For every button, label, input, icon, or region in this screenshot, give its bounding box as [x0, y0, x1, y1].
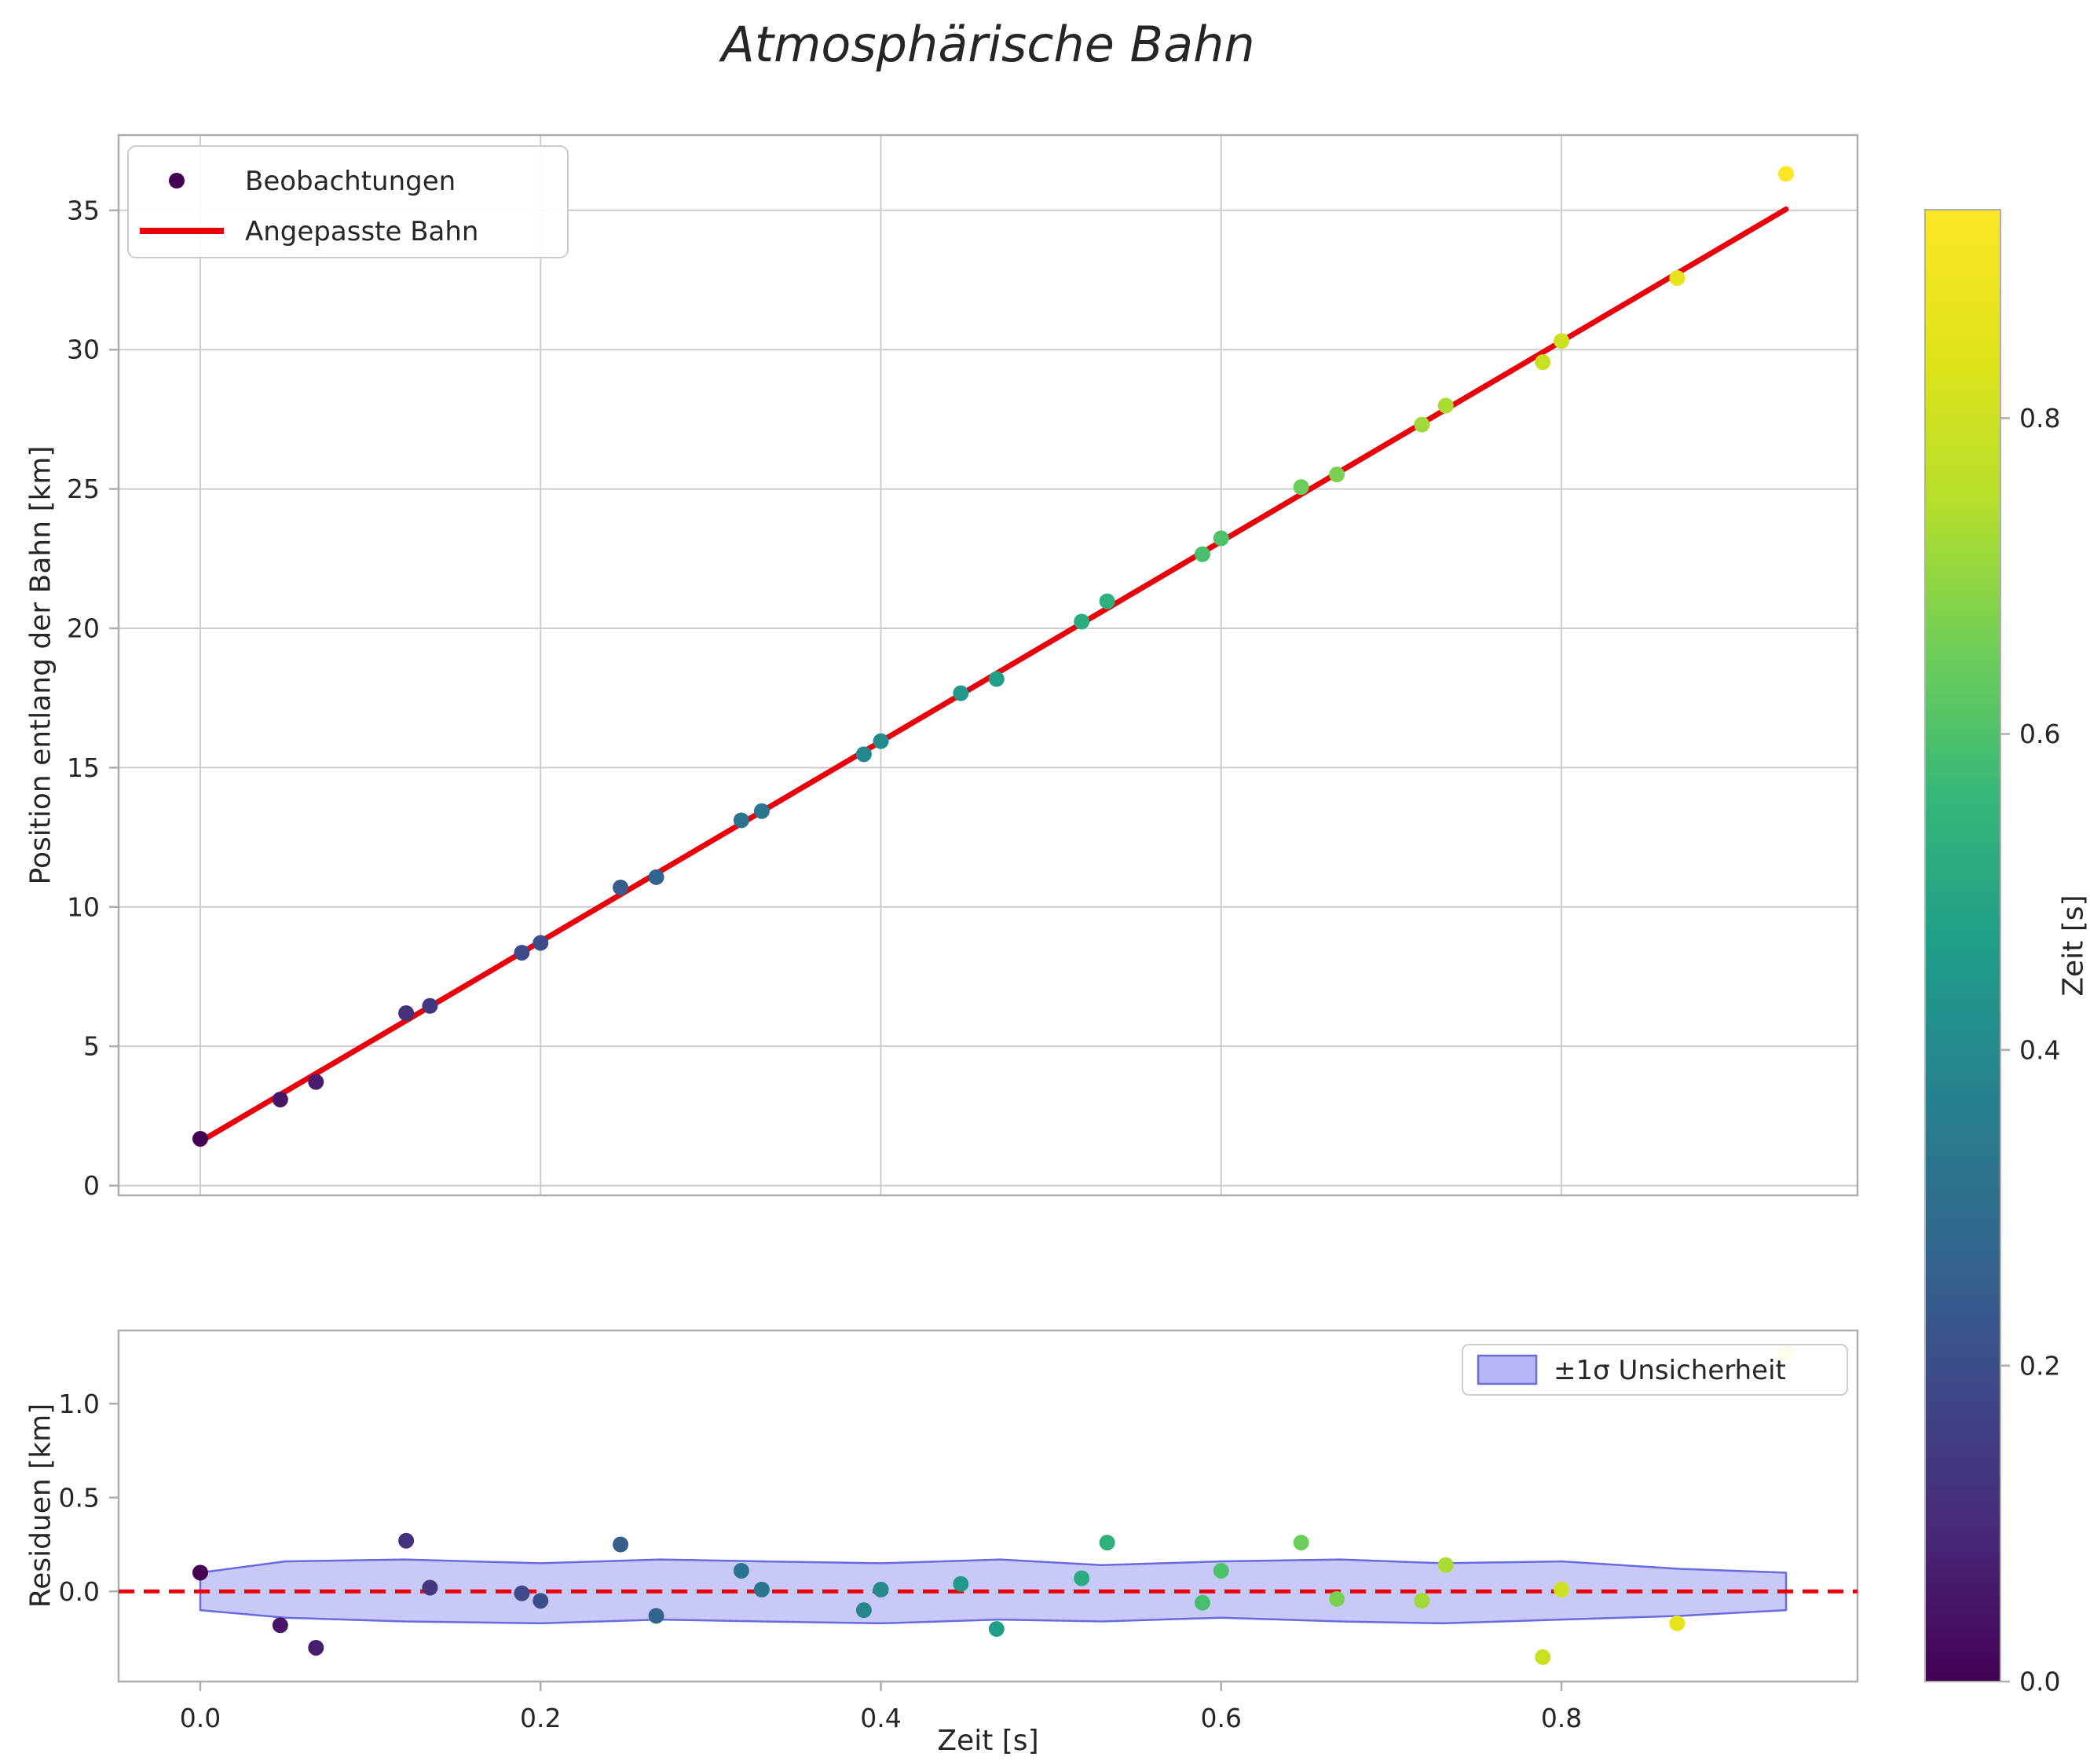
residual-point	[873, 1581, 889, 1597]
observation-point	[1437, 397, 1454, 414]
observation-point	[1669, 270, 1686, 287]
residual-point	[514, 1585, 530, 1601]
observation-point	[308, 1074, 324, 1090]
residual-point	[1213, 1562, 1229, 1579]
x-axis-label: Zeit [s]	[937, 1725, 1039, 1757]
residual-axes-border	[117, 1329, 1859, 1683]
colorbar-tick-label: 0.4	[2019, 1034, 2060, 1065]
residual-point	[855, 1602, 872, 1619]
observation-point	[1194, 546, 1210, 562]
residual-point	[308, 1639, 324, 1656]
observation-point	[192, 1130, 208, 1147]
residual-point	[1535, 1649, 1551, 1665]
legend-dot-marker	[169, 173, 185, 188]
residual-point	[1669, 1615, 1686, 1631]
residual-point	[533, 1593, 549, 1609]
observation-point	[1293, 479, 1309, 496]
residual-point	[1293, 1535, 1309, 1551]
legend-box	[1462, 1344, 1848, 1396]
observation-point	[398, 1005, 415, 1021]
x-tick-label: 0.8	[1541, 1703, 1582, 1733]
main-y-tick-label: 0	[83, 1170, 100, 1201]
x-tick-label: 0.2	[520, 1703, 561, 1733]
observation-point	[1099, 593, 1115, 609]
observation-point	[533, 935, 549, 951]
main-y-tick-label: 5	[83, 1031, 100, 1062]
residual-point	[953, 1576, 969, 1592]
colorbar-border	[1924, 209, 2001, 1682]
colorbar-tick-label: 0.6	[2019, 719, 2060, 749]
residual-point	[1414, 1593, 1430, 1609]
observation-point	[613, 879, 629, 895]
main-y-tick-label: 30	[67, 335, 100, 365]
main-legend: Beobachtungen Angepasste Bahn	[127, 145, 569, 258]
main-y-tick-label: 10	[67, 891, 100, 922]
observation-point	[855, 746, 872, 763]
observation-point	[753, 803, 770, 819]
observation-point	[1213, 530, 1229, 547]
residual-point	[1074, 1570, 1090, 1587]
main-plot: 0 5 10 15 20 25 30 35	[67, 134, 1859, 1201]
main-y-tick-label: 35	[67, 195, 100, 225]
residual-point	[1099, 1535, 1115, 1551]
main-y-tick-label: 15	[67, 752, 100, 783]
observation-point	[272, 1091, 288, 1107]
observation-point	[953, 685, 969, 701]
residual-plot: 0.0 0.5 1.0 0.0 0.2 0.4 0.6 0.8	[59, 1329, 1859, 1733]
residual-point	[1329, 1590, 1345, 1607]
residual-point	[1194, 1594, 1210, 1611]
residual-legend: ±1σ Unsicherheit	[1462, 1344, 1848, 1396]
residual-point	[733, 1562, 749, 1579]
observation-point	[1554, 333, 1570, 350]
colorbar-tick-label: 0.8	[2019, 403, 2060, 434]
x-tick-label: 0.0	[180, 1703, 221, 1733]
x-tick-label: 0.6	[1201, 1703, 1242, 1733]
legend-label-fit: Angepasste Bahn	[245, 216, 478, 247]
observation-point	[1074, 613, 1090, 630]
legend-label-observations: Beobachtungen	[245, 166, 456, 197]
chart-title: Atmosphärische Bahn	[721, 16, 1255, 73]
residual-point	[753, 1581, 770, 1597]
legend-box	[127, 145, 569, 258]
residual-point	[192, 1565, 208, 1581]
legend-label-uncertainty: ±1σ Unsicherheit	[1554, 1355, 1786, 1386]
residual-y-tick-label: 1.0	[59, 1389, 100, 1419]
observation-point	[648, 869, 664, 885]
uncertainty-band	[199, 1558, 1788, 1625]
main-axes-border	[117, 134, 1859, 1197]
observation-point	[873, 733, 889, 749]
residual-point	[1554, 1581, 1570, 1597]
residual-point	[422, 1579, 438, 1596]
observation-point	[1414, 416, 1430, 433]
residual-point	[988, 1621, 1005, 1638]
residual-point	[272, 1617, 288, 1634]
main-y-tick-label: 20	[67, 613, 100, 644]
residual-point	[398, 1532, 415, 1549]
colorbar-gradient	[1925, 210, 2000, 1682]
colorbar-tick-label: 0.0	[2019, 1667, 2060, 1697]
x-tick-label: 0.4	[860, 1703, 901, 1733]
residual-point	[1437, 1557, 1454, 1573]
colorbar-tick-label: 0.2	[2019, 1350, 2060, 1381]
observation-point	[1778, 166, 1795, 182]
observation-point	[1535, 354, 1551, 371]
observation-point	[988, 671, 1005, 687]
residual-y-tick-label: 0.0	[59, 1576, 100, 1607]
observation-point	[422, 997, 438, 1014]
residual-point	[648, 1608, 664, 1624]
legend-band-swatch	[1477, 1354, 1538, 1385]
colorbar: 0.0 0.2 0.4 0.6 0.8	[1924, 209, 2060, 1697]
residual-point	[613, 1536, 629, 1553]
observation-point	[514, 944, 530, 961]
observation-point	[733, 812, 749, 829]
main-y-tick-label: 25	[67, 474, 100, 504]
residual-y-tick-label: 0.5	[59, 1482, 100, 1513]
observation-point	[1329, 467, 1345, 483]
